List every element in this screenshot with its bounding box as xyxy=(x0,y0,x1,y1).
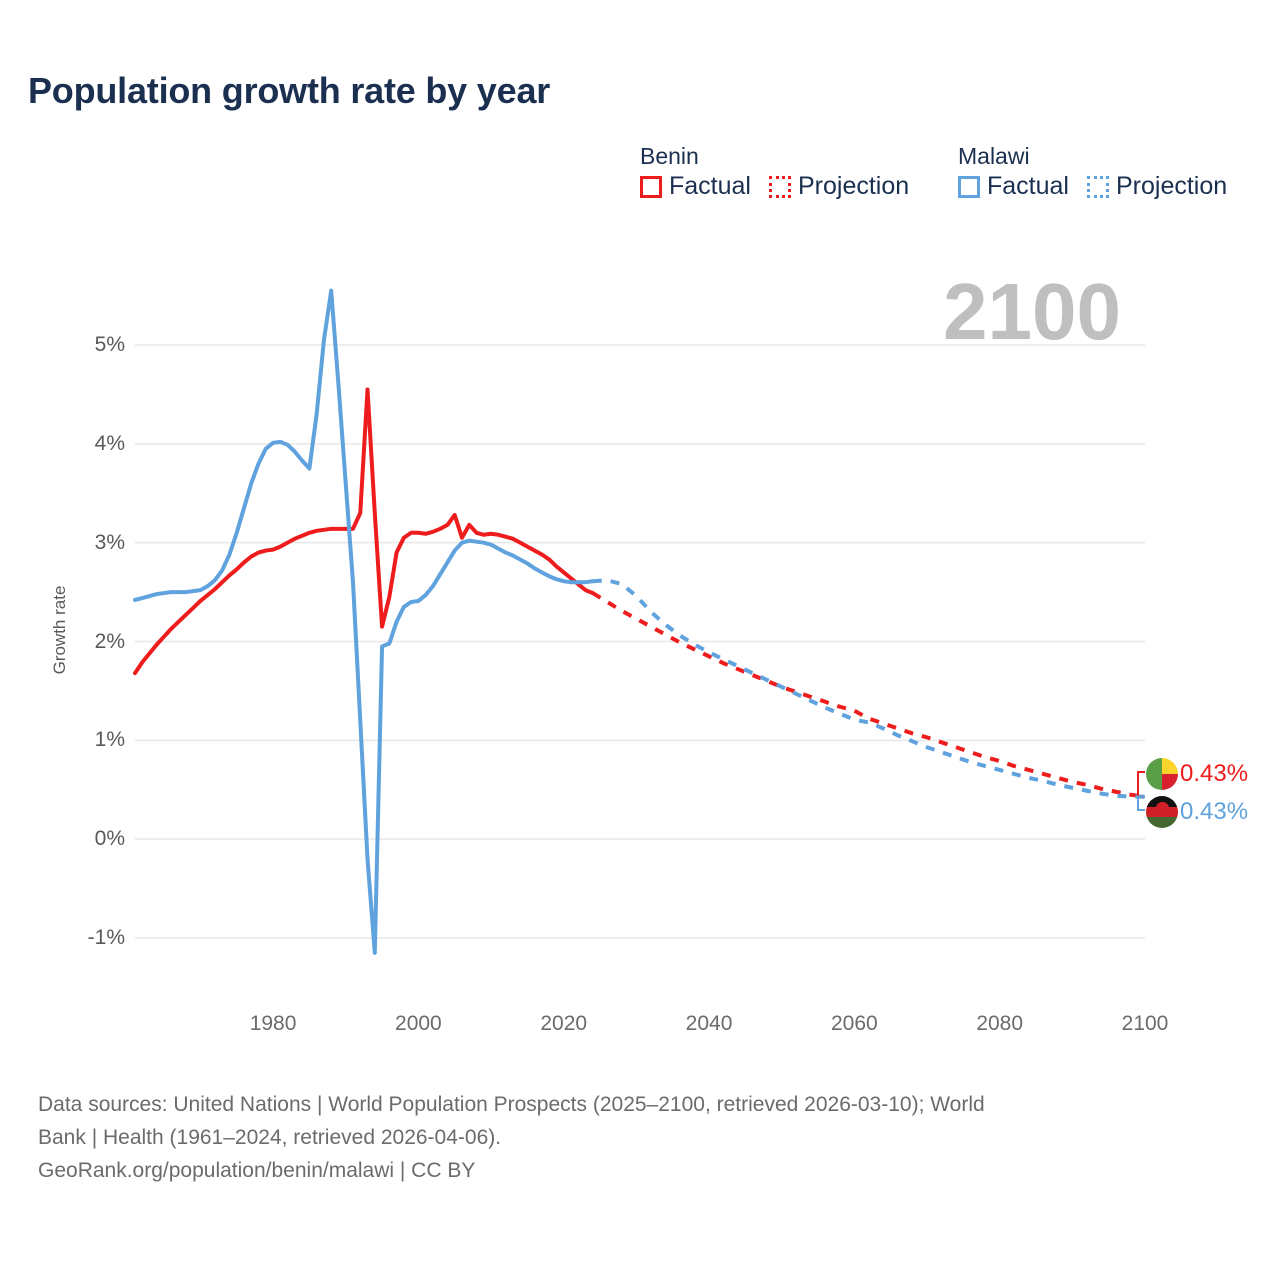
footer-line-3: GeoRank.org/population/benin/malawi | CC… xyxy=(38,1159,476,1182)
y-tick-label: -1% xyxy=(87,926,125,949)
y-tick-label: 5% xyxy=(94,333,125,356)
y-axis-ticks: 5% 4% 3% 2% 1% 0% -1% xyxy=(45,0,125,1280)
footer-sources: Data sources: United Nations | World Pop… xyxy=(38,1088,1238,1187)
legend-label-benin-factual: Factual xyxy=(669,172,751,200)
y-tick-label: 2% xyxy=(94,629,125,653)
x-tick-label: 2020 xyxy=(540,1012,588,1035)
flag-malawi-icon xyxy=(1146,796,1178,828)
flag-benin-icon xyxy=(1146,758,1178,790)
y-tick-label: 4% xyxy=(94,431,125,455)
legend-swatch-solid-icon xyxy=(958,175,980,198)
x-tick-label: 2060 xyxy=(830,1012,878,1035)
legend-label-malawi-projection: Projection xyxy=(1115,172,1228,200)
legend-country-malawi: Malawi xyxy=(958,143,1030,169)
end-connector-benin xyxy=(1137,771,1145,798)
x-tick-label: 2080 xyxy=(976,1012,1024,1035)
end-label-benin: 0.43% xyxy=(1146,756,1248,792)
chart-legend: Benin Factual Projection Malawi Factual xyxy=(640,142,1260,227)
page-title: Population growth rate by year xyxy=(28,70,551,111)
y-tick-label: 3% xyxy=(94,530,125,554)
end-connector-malawi xyxy=(1137,795,1145,811)
watermark-year: 2100 xyxy=(943,267,1121,356)
x-tick-label: 2100 xyxy=(1121,1012,1169,1035)
series-line-benin-factual xyxy=(133,387,595,676)
footer-line-2: Bank | Health (1961–2024, retrieved 2026… xyxy=(38,1126,502,1149)
legend-country-benin: Benin xyxy=(640,143,699,169)
legend-item-benin-factual[interactable]: Factual xyxy=(640,174,751,199)
legend-item-benin-projection[interactable]: Projection xyxy=(768,172,910,200)
series-line-benin-projection xyxy=(591,591,1146,799)
series-line-malawi-projection xyxy=(592,578,1145,799)
y-tick-label: 0% xyxy=(94,827,125,851)
end-label-malawi: 0.43% xyxy=(1146,794,1248,830)
footer-line-1: Data sources: United Nations | World Pop… xyxy=(38,1093,985,1116)
legend-label-malawi-factual: Factual xyxy=(987,172,1069,200)
legend-item-malawi-factual[interactable]: Factual xyxy=(958,174,1069,199)
end-label-malawi-value: 0.43% xyxy=(1180,798,1249,825)
legend-swatch-dotted-icon xyxy=(768,175,791,198)
legend-label-benin-projection: Projection xyxy=(797,172,910,200)
legend-group-benin: Benin Factual Projection xyxy=(640,142,927,199)
end-label-benin-value: 0.43% xyxy=(1180,760,1249,787)
legend-swatch-solid-icon xyxy=(640,175,662,198)
x-tick-label: 1980 xyxy=(249,1012,297,1035)
legend-item-malawi-projection[interactable]: Projection xyxy=(1086,172,1228,200)
series-line-malawi-factual xyxy=(133,288,595,955)
legend-group-malawi: Malawi Factual Projection xyxy=(958,142,1245,199)
y-tick-label: 1% xyxy=(94,728,125,752)
legend-swatch-dotted-icon xyxy=(1086,175,1109,198)
x-tick-label: 2000 xyxy=(395,1012,442,1035)
x-tick-label: 2040 xyxy=(685,1012,733,1035)
